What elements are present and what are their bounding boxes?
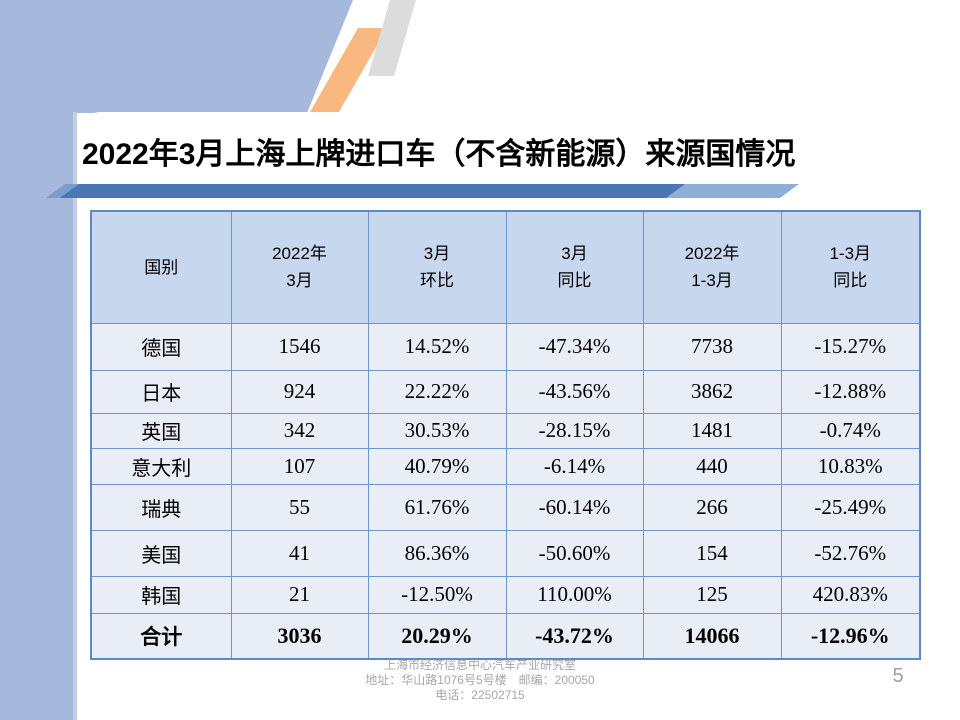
column-header-line: 3月	[561, 244, 588, 264]
country-cell: 意大利	[90, 447, 232, 485]
column-header: 3月同比	[505, 210, 644, 324]
table-row: 美国 41 86.36% -50.60% 154 -52.76%	[90, 529, 921, 577]
country-cell: 美国	[90, 529, 232, 577]
table-row: 瑞典 55 61.76% -60.14% 266 -25.49%	[90, 483, 921, 531]
column-header: 2022年 3月	[230, 210, 369, 324]
value-cell: 125	[642, 575, 782, 614]
value-cell: 7738	[642, 322, 782, 371]
value-cell: -52.76%	[780, 529, 921, 577]
value-cell: 3862	[642, 369, 782, 414]
value-cell: 3036	[230, 612, 369, 660]
value-cell: -28.15%	[505, 412, 644, 449]
column-header: 国别	[90, 210, 232, 324]
header-row: 国别 2022年 3月 3月 环比 3月 同比 2022年 1-3月 1-3月 同比	[90, 210, 921, 324]
slide-footer: 上海市经济信息中心汽车产业研究室 地址：华山路1076号5号楼 邮编：20005…	[0, 658, 960, 703]
country-cell: 日本	[90, 369, 232, 414]
value-cell: 21	[230, 575, 369, 614]
value-cell: 55	[230, 483, 369, 531]
background-top-left-shape	[0, 0, 353, 113]
value-cell: 41	[230, 529, 369, 577]
value-cell: 1546	[230, 322, 369, 371]
footer-line-phone: 电话：22502715	[435, 688, 525, 702]
column-header-line: 1-3月	[829, 244, 872, 264]
table-row: 意大利 107 40.79% -6.14% 440 10.83%	[90, 447, 921, 485]
column-header-line: 环比	[420, 271, 454, 291]
table-row: 韩国 21 -12.50% 110.00% 125 420.83%	[90, 575, 921, 614]
value-cell: 1481	[642, 412, 782, 449]
value-cell: 40.79%	[367, 447, 507, 485]
value-cell: -25.49%	[780, 483, 921, 531]
table-row: 德国 1546 14.52% -47.34% 7738 -15.27%	[90, 322, 921, 371]
column-header: 1-3月同比	[780, 210, 921, 324]
table-row: 英国 342 30.53% -28.15% 1481 -0.74%	[90, 412, 921, 449]
column-header-line: 2022年	[684, 244, 740, 264]
column-header-line: 国别	[144, 257, 179, 277]
value-cell: 110.00%	[505, 575, 644, 614]
value-cell: -12.88%	[780, 369, 921, 414]
table-row: 日本 924 22.22% -43.56% 3862 -12.88%	[90, 369, 921, 414]
value-cell: -12.50%	[367, 575, 507, 614]
country-cell: 韩国	[90, 575, 232, 614]
value-cell: 14066	[642, 612, 782, 660]
value-cell: -6.14%	[505, 447, 644, 485]
value-cell: 924	[230, 369, 369, 414]
footer-line-org: 上海市经济信息中心汽车产业研究室	[383, 658, 576, 672]
data-table: 国别 2022年 3月 3月 环比 3月 同比 2022年 1-3月 1-3月 同比 德国 1546 1…	[90, 210, 921, 660]
slide-title: 2022年3月上海上牌进口车（不含新能源）来源国情况	[82, 138, 796, 171]
accent-bar-light-segment	[666, 184, 799, 198]
value-cell: 30.53%	[367, 412, 507, 449]
value-cell: 440	[642, 447, 782, 485]
value-cell: 20.29%	[367, 612, 507, 660]
value-cell: 420.83%	[780, 575, 921, 614]
column-header-line: 1-3月	[691, 271, 733, 291]
column-header-line: 同比	[557, 271, 592, 291]
value-cell: 10.83%	[780, 447, 921, 485]
value-cell: 342	[230, 412, 369, 449]
value-cell: 154	[642, 529, 782, 577]
column-header-line: 2022年	[272, 244, 327, 264]
value-cell: -50.60%	[505, 529, 644, 577]
column-header: 2022年 1-3月	[642, 210, 782, 324]
table-body: 德国 1546 14.52% -47.34% 7738 -15.27% 日本 924 22.22…	[90, 322, 921, 660]
column-header-line: 3月	[286, 271, 313, 291]
background-left-band	[0, 0, 77, 720]
accent-bar	[60, 184, 688, 198]
value-cell: -0.74%	[780, 412, 921, 449]
table-head: 国别 2022年 3月 3月 环比 3月 同比 2022年 1-3月 1-3月 同比	[90, 210, 921, 324]
value-cell: 22.22%	[367, 369, 507, 414]
value-cell: -12.96%	[780, 612, 921, 660]
country-cell: 合计	[90, 612, 232, 660]
value-cell: -47.34%	[505, 322, 644, 371]
country-cell: 德国	[90, 322, 232, 371]
card-left-edge	[73, 112, 77, 720]
country-cell: 英国	[90, 412, 232, 449]
value-cell: -15.27%	[780, 322, 921, 371]
country-cell: 瑞典	[90, 483, 232, 531]
value-cell: 86.36%	[367, 529, 507, 577]
value-cell: 107	[230, 447, 369, 485]
page-number: 5	[892, 665, 904, 687]
value-cell: 14.52%	[367, 322, 507, 371]
table-row: 合计 3036 20.29% -43.72% 14066 -12.96%	[90, 612, 921, 660]
column-header: 3月环比	[367, 210, 507, 324]
value-cell: -43.72%	[505, 612, 644, 660]
footer-line-address: 地址：华山路1076号5号楼 邮编：200050	[365, 673, 595, 687]
value-cell: -60.14%	[505, 483, 644, 531]
value-cell: -43.56%	[505, 369, 644, 414]
column-header-line: 同比	[833, 271, 868, 291]
value-cell: 266	[642, 483, 782, 531]
value-cell: 61.76%	[367, 483, 507, 531]
column-header-line: 3月	[423, 244, 451, 264]
